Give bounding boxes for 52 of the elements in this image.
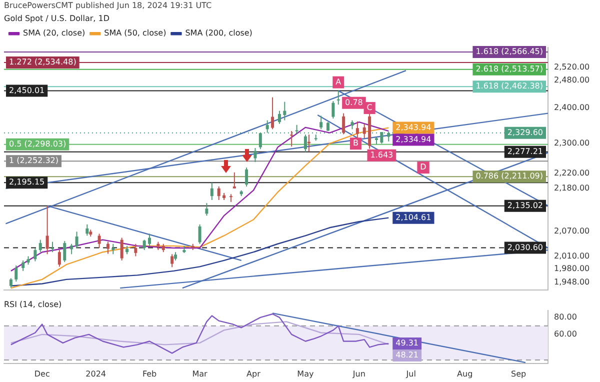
y-tick-label: 1,980.00 bbox=[554, 264, 590, 273]
x-tick-label: Sep bbox=[511, 369, 526, 378]
x-tick-label: Feb bbox=[142, 369, 157, 378]
annotation: 0.78 bbox=[345, 98, 363, 107]
x-tick-label: Jul bbox=[405, 369, 416, 378]
chart-title: Gold Spot / U.S. Dollar, 1D bbox=[4, 14, 110, 23]
legend-label: SMA (200, close) bbox=[185, 28, 252, 38]
y-tick-label: 2,010.00 bbox=[554, 251, 590, 260]
data-label: 2,343.94 bbox=[396, 122, 432, 132]
ref-line-label: 1.272 (2,534.48) bbox=[9, 58, 76, 67]
ref-line-label: 2.618 (2,513.57) bbox=[476, 64, 543, 74]
ref-line-label: 2,135.02 bbox=[507, 200, 543, 210]
y-tick-label: 1,948.00 bbox=[554, 278, 590, 287]
ref-line-label: 0.786 (2,211.09) bbox=[476, 172, 543, 181]
ref-line-label: 2,329.60 bbox=[507, 128, 543, 138]
x-tick-label: Aug bbox=[457, 369, 473, 378]
annotation: C bbox=[366, 103, 373, 112]
annotation: B bbox=[352, 138, 358, 148]
y-tick-label: 2,400.00 bbox=[554, 103, 590, 112]
y-tick-label: 2,220.00 bbox=[554, 168, 590, 178]
y-tick-label: 80.00 bbox=[554, 312, 577, 322]
ref-line-label: 1.618 (2,566.45) bbox=[476, 47, 543, 56]
ref-line-label: 1.618 (2,462.38) bbox=[476, 82, 543, 91]
data-label: 48.21 bbox=[396, 350, 419, 360]
y-tick-label: 60.00 bbox=[554, 330, 577, 339]
annotation: 1.643 bbox=[370, 150, 394, 160]
ref-line-label: 0.5 (2,298.03) bbox=[9, 139, 66, 148]
ref-line-label: 2,030.60 bbox=[507, 242, 543, 252]
ref-line-label: 2,277.21 bbox=[507, 147, 543, 156]
y-tick-label: 2,180.00 bbox=[554, 183, 590, 192]
x-tick-label: 2024 bbox=[86, 369, 106, 378]
ref-line-label: 2,450.01 bbox=[9, 86, 45, 95]
data-label: 49.31 bbox=[396, 338, 419, 348]
chart-title: RSI (14, close) bbox=[4, 300, 62, 309]
annotation: D bbox=[420, 162, 426, 172]
y-tick-label: 2,480.00 bbox=[554, 76, 590, 85]
x-tick-label: May bbox=[297, 369, 314, 378]
chart-subtitle: BrucePowersCMT published Jun 18, 2024 19:31 UTC bbox=[3, 0, 213, 12]
legend-label: SMA (20, close) bbox=[23, 28, 86, 38]
x-tick-label: Dec bbox=[34, 369, 50, 378]
x-tick-label: Apr bbox=[246, 369, 262, 378]
x-tick-label: Mar bbox=[192, 369, 208, 378]
data-label: 2,104.61 bbox=[396, 212, 432, 222]
ref-line-label: 1 (2,252.32) bbox=[9, 156, 58, 166]
legend-label: SMA (50, close) bbox=[104, 28, 166, 38]
y-tick-label: 2,300.00 bbox=[554, 138, 590, 148]
annotation: A bbox=[336, 77, 342, 86]
y-tick-label: 2,520.00 bbox=[554, 62, 590, 72]
y-tick-label: 2,070.00 bbox=[554, 226, 590, 236]
ref-line-label: 2,195.15 bbox=[9, 178, 45, 187]
x-tick-label: Jun bbox=[352, 369, 366, 378]
data-label: 2,334.94 bbox=[396, 134, 432, 144]
